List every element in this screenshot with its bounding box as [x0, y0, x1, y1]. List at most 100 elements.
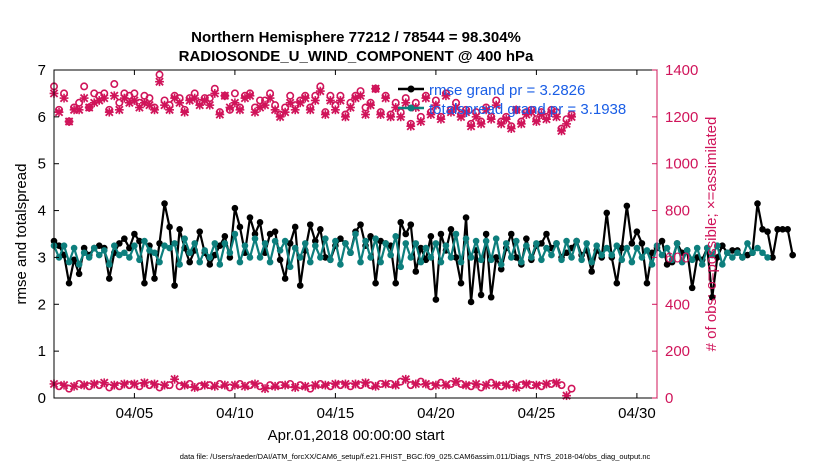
obs-assimilated-point	[109, 91, 119, 101]
totalspread-point	[226, 249, 234, 257]
rmse-point	[126, 244, 133, 252]
totalspread-point	[166, 244, 173, 252]
obs-assimilated-point	[336, 96, 345, 105]
obs-assimilated-point	[401, 98, 411, 108]
totalspread-point	[563, 237, 570, 245]
totalspread-point	[578, 256, 585, 264]
totalspread-point	[291, 244, 299, 252]
obs-assimilated-point	[150, 379, 159, 389]
y-right-tick-label: 1400	[665, 62, 698, 79]
totalspread-point	[698, 261, 706, 268]
rmse-point	[643, 279, 651, 287]
obs-assimilated-point	[511, 105, 521, 115]
obs-assimilated-point	[305, 105, 315, 115]
rmse-point	[171, 282, 178, 289]
totalspread-point	[266, 258, 274, 266]
rmse-point	[246, 214, 254, 221]
totalspread-point	[362, 237, 369, 245]
obs-assimilated-point	[366, 100, 375, 110]
obs-possible-point	[567, 384, 576, 393]
obs-assimilated-point	[346, 103, 355, 112]
totalspread-point	[729, 254, 736, 261]
x-tick-label: 04/20	[417, 405, 455, 422]
totalspread-point	[95, 251, 103, 259]
rmse-point	[226, 254, 234, 261]
rmse-point	[231, 204, 239, 212]
series-lines	[50, 200, 796, 306]
obs-assimilated-point	[421, 93, 431, 103]
obs-assimilated-point	[331, 105, 340, 115]
axis-ticks: 0 1 2 3 4 5 6 7 0 200 400 600 800 1000 1200 1400 04/05 04…	[38, 62, 699, 422]
rmse-point	[276, 256, 284, 264]
rmse-point	[467, 298, 475, 306]
totalspread-point	[543, 244, 550, 252]
obs-assimilated-point	[386, 112, 396, 122]
rmse-point	[708, 293, 716, 301]
totalspread-point	[638, 254, 646, 261]
x-tick-label: 04/05	[116, 405, 154, 422]
totalspread-point	[312, 242, 319, 250]
obs-possible-point	[80, 82, 89, 91]
obs-assimilated-point	[84, 103, 94, 112]
rmse-point	[296, 282, 304, 289]
obs-assimilated-point	[175, 98, 185, 108]
totalspread-point	[352, 230, 359, 238]
totalspread-point	[236, 258, 244, 266]
rmse-point	[477, 291, 485, 299]
obs-assimilated-point	[436, 114, 446, 124]
totalspread-point	[744, 240, 751, 247]
rmse-point	[407, 221, 415, 228]
obs-assimilated-point	[170, 374, 179, 384]
rmse-point	[437, 230, 445, 238]
obs-assimilated-point	[59, 93, 69, 103]
legend-spread-text: totalspread grand pr = 3.1938	[429, 101, 626, 118]
y-right-tick-label: 1200	[665, 109, 698, 126]
rmse-point	[487, 293, 495, 301]
legend-rmse-marker	[407, 85, 415, 93]
rmse-point	[397, 218, 405, 226]
totalspread-point	[241, 242, 249, 250]
totalspread-point	[156, 258, 163, 266]
legend-rmse-text: rmse grand pr = 3.2826	[429, 82, 585, 99]
rmse-point	[206, 261, 214, 268]
y-right-tick-label: 0	[665, 390, 673, 407]
rmse-point	[116, 240, 123, 247]
obs-assimilated-point	[562, 391, 571, 401]
rmse-point	[221, 233, 229, 240]
obs-assimilated-point	[356, 91, 365, 101]
obs-assimilated-point	[210, 89, 220, 98]
totalspread-point	[357, 258, 364, 266]
rmse-point	[638, 240, 646, 247]
rmse-point	[789, 251, 796, 259]
obs-assimilated-point	[265, 93, 275, 103]
totalspread-point	[337, 261, 344, 268]
footer-filepath: data file: /Users/raeder/DAI/ATM_forcXX/…	[180, 452, 651, 461]
totalspread-point	[60, 242, 68, 250]
obs-assimilated-point	[300, 93, 310, 103]
rmse-point	[427, 233, 435, 240]
totalspread-point	[477, 256, 485, 264]
totalspread-point	[502, 240, 510, 247]
obs-markers	[49, 70, 576, 401]
rmse-point	[306, 221, 314, 228]
obs-assimilated-point	[130, 96, 139, 105]
y-axis-label-left: rmse and totalspread	[13, 164, 30, 305]
totalspread-point	[301, 240, 309, 247]
obs-assimilated-point	[506, 124, 516, 133]
totalspread-point	[759, 249, 766, 257]
obs-assimilated-point	[401, 374, 411, 384]
totalspread-point	[70, 244, 78, 252]
rmse-point	[65, 279, 73, 287]
rmse-point	[251, 230, 259, 238]
totalspread-point	[55, 254, 63, 261]
totalspread-point	[85, 254, 93, 261]
obs-assimilated-point	[376, 110, 386, 119]
rmse-point	[628, 240, 636, 247]
obs-assimilated-point	[79, 93, 89, 103]
totalspread-point	[161, 242, 168, 250]
rmse-point	[462, 214, 470, 221]
y-left-tick-label: 3	[38, 249, 46, 266]
rmse-point	[513, 254, 520, 261]
x-axis-label: Apr.01,2018 00:00:00 start	[268, 427, 446, 444]
totalspread-point	[136, 256, 143, 264]
